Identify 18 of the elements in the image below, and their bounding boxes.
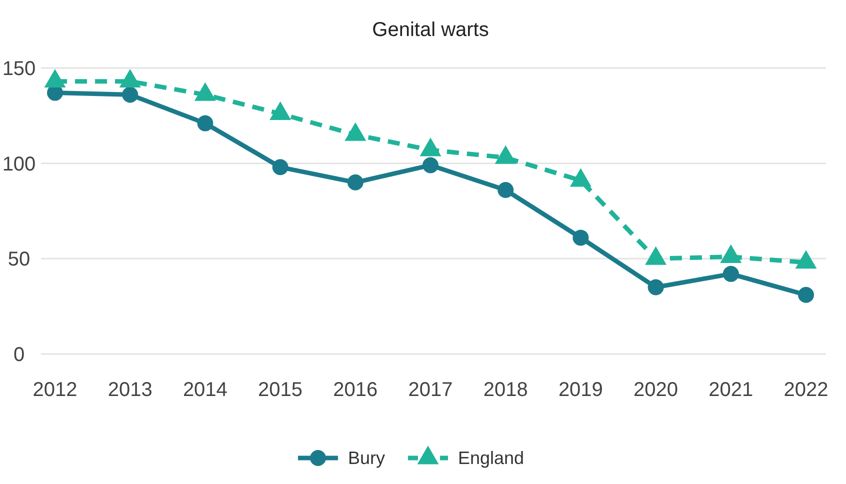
x-tick-label: 2019: [558, 379, 603, 401]
y-tick-label: 0: [13, 344, 25, 366]
x-tick-label: 2020: [634, 379, 678, 401]
x-tick-label: 2012: [32, 379, 78, 401]
x-tick-label: 2013: [108, 379, 152, 401]
y-tick-label: 50: [8, 248, 30, 271]
legend-label: Bury: [348, 448, 386, 468]
x-tick-label: 2021: [708, 379, 754, 401]
x-tick-label: 2014: [182, 379, 228, 401]
y-tick-label: 150: [2, 58, 36, 80]
legend-label: England: [458, 448, 524, 468]
x-tick-label: 2016: [333, 379, 378, 401]
x-tick-label: 2022: [784, 379, 828, 401]
x-tick-label: 2017: [408, 379, 453, 401]
chart-title: Genital warts: [372, 19, 489, 41]
y-tick-label: 100: [2, 153, 36, 176]
x-tick-label: 2018: [483, 379, 528, 401]
x-tick-label: 2015: [258, 379, 303, 401]
